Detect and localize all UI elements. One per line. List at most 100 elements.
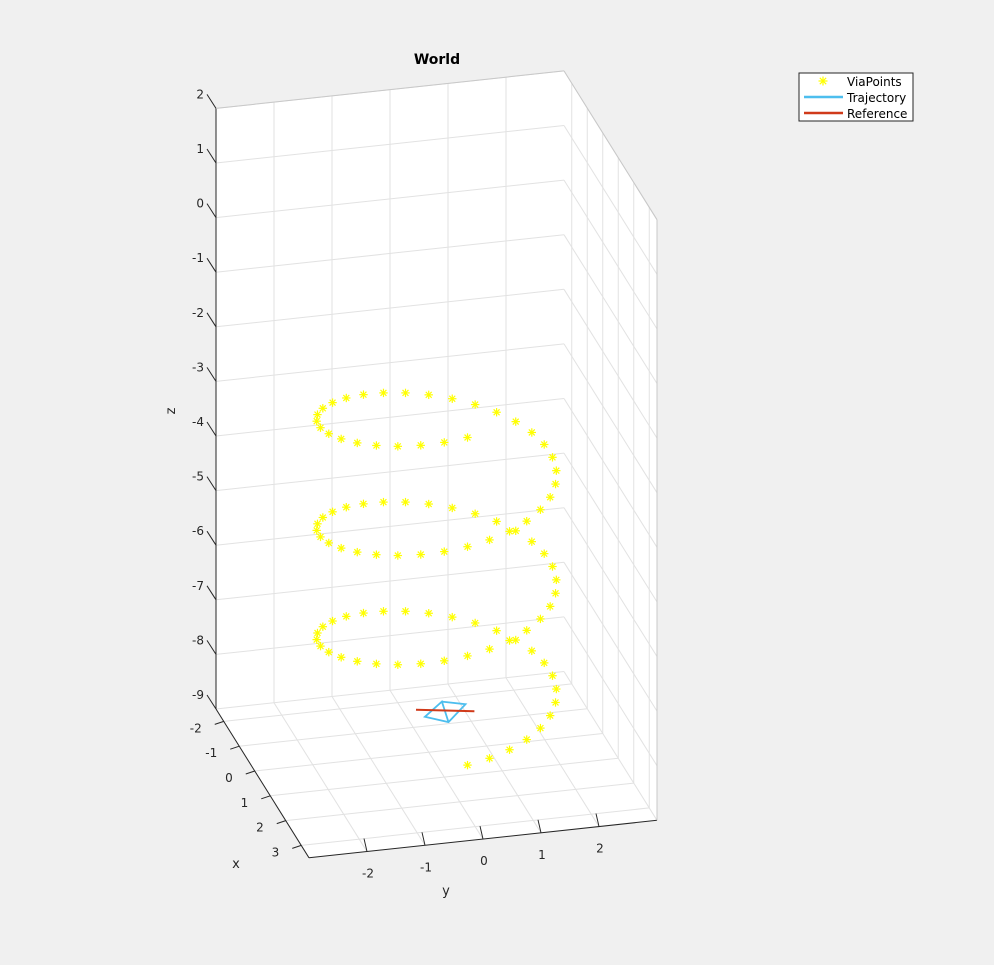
grid-line bbox=[563, 398, 658, 548]
grid-line bbox=[215, 452, 565, 492]
viapoint-marker bbox=[359, 608, 368, 618]
legend-item-viapoints[interactable]: ViaPoints bbox=[818, 75, 902, 89]
z-tick bbox=[206, 94, 217, 109]
x-tick-label: 0 bbox=[225, 771, 233, 785]
grid-lines bbox=[215, 70, 658, 852]
viapoint-marker bbox=[505, 745, 514, 754]
grid-line bbox=[563, 289, 658, 439]
z-tick bbox=[206, 530, 217, 546]
grid-line bbox=[563, 125, 658, 275]
viapoint-marker bbox=[353, 438, 362, 448]
viapoint-marker bbox=[548, 671, 557, 680]
viapoint-marker bbox=[324, 538, 333, 548]
grid-line bbox=[215, 343, 565, 382]
grid-line bbox=[215, 179, 565, 219]
viapoint-marker bbox=[522, 735, 531, 744]
viapoint-marker bbox=[401, 388, 410, 398]
chart-title: World bbox=[414, 52, 460, 68]
viapoint-marker bbox=[470, 400, 480, 409]
grid-line bbox=[389, 689, 484, 840]
viapoint-marker bbox=[463, 433, 472, 442]
x-tick-label: 2 bbox=[256, 821, 264, 835]
viapoint-marker bbox=[318, 404, 328, 413]
viapoint-marker bbox=[342, 393, 351, 403]
viapoint-marker bbox=[536, 723, 545, 733]
viapoint-marker bbox=[416, 659, 425, 668]
axes-face bbox=[216, 70, 657, 858]
z-tick-label: -8 bbox=[192, 633, 204, 647]
viapoint-marker bbox=[470, 618, 480, 628]
y-tick bbox=[479, 825, 484, 840]
legend-item-trajectory[interactable]: Trajectory bbox=[804, 91, 906, 105]
viapoint-marker bbox=[511, 417, 520, 426]
x-axis-line bbox=[215, 708, 310, 859]
x-tick-label: 1 bbox=[241, 796, 249, 810]
viapoint-marker bbox=[551, 698, 560, 707]
viapoint-marker bbox=[424, 499, 433, 509]
reference-line bbox=[415, 708, 475, 713]
box-edge bbox=[215, 70, 565, 109]
viapoint-marker bbox=[313, 628, 322, 638]
viapoint-marker bbox=[359, 390, 368, 399]
viapoint-marker bbox=[551, 479, 560, 489]
legend-marker-viapoints bbox=[818, 76, 828, 86]
z-tick-label: -3 bbox=[192, 360, 204, 374]
viapoint-marker bbox=[328, 398, 337, 407]
plot-area[interactable] bbox=[312, 388, 561, 770]
viapoint-marker bbox=[551, 589, 560, 598]
viapoint-marker bbox=[353, 657, 362, 666]
trajectory-line bbox=[422, 700, 468, 724]
grid-line bbox=[563, 234, 658, 384]
viapoint-marker bbox=[416, 550, 425, 559]
viapoint-marker bbox=[342, 502, 351, 512]
viapoint-marker bbox=[424, 609, 433, 618]
y-tick-label: -2 bbox=[362, 867, 374, 881]
viapoint-marker bbox=[540, 549, 549, 558]
grid-line bbox=[215, 234, 565, 273]
viapoint-marker bbox=[448, 394, 457, 403]
x-axis-label: x bbox=[232, 857, 240, 872]
viapoint-marker bbox=[313, 410, 322, 419]
grid-line bbox=[331, 696, 426, 846]
viapoint-marker bbox=[328, 616, 337, 626]
viapoint-marker bbox=[463, 651, 472, 661]
viapoint-marker bbox=[540, 440, 549, 449]
viapoint-marker bbox=[336, 653, 346, 662]
viapoint-marker bbox=[448, 503, 457, 513]
grid-line bbox=[273, 702, 368, 852]
z-tick-label: -1 bbox=[192, 251, 204, 265]
viapoint-marker bbox=[336, 543, 346, 553]
viapoint-marker bbox=[316, 423, 325, 432]
viapoint-marker bbox=[552, 684, 561, 694]
viapoint-marker bbox=[359, 499, 368, 509]
y-tick-label: -1 bbox=[420, 860, 432, 874]
viapoint-marker bbox=[316, 641, 325, 651]
z-tick-label: 0 bbox=[196, 197, 204, 211]
grid-line bbox=[563, 616, 658, 766]
viapoint-marker bbox=[324, 429, 333, 438]
viapoint-marker bbox=[527, 646, 537, 656]
legend-item-reference[interactable]: Reference bbox=[804, 107, 907, 121]
x-tick bbox=[245, 770, 255, 775]
legend[interactable]: ViaPoints Trajectory Reference bbox=[798, 72, 914, 122]
x-tick bbox=[230, 745, 240, 750]
legend-label-trajectory: Trajectory bbox=[846, 91, 906, 105]
y-axis-label: y bbox=[442, 884, 450, 899]
viapoint-marker bbox=[312, 417, 321, 426]
x-tick bbox=[292, 844, 302, 849]
z-tick-label: 2 bbox=[196, 87, 204, 101]
viapoint-marker bbox=[416, 441, 425, 450]
x-tick bbox=[214, 720, 224, 725]
z-tick bbox=[206, 476, 217, 491]
viapoint-marker bbox=[463, 760, 472, 770]
viapoint-marker bbox=[401, 497, 410, 507]
viapoint-marker bbox=[336, 434, 346, 444]
viapoint-marker bbox=[552, 466, 561, 475]
z-tick-label: -6 bbox=[192, 524, 204, 538]
viapoint-marker bbox=[511, 526, 520, 536]
viapoint-marker bbox=[353, 547, 362, 557]
viapoint-marker bbox=[313, 519, 322, 529]
viapoint-marker bbox=[485, 754, 494, 763]
z-tick-label: 1 bbox=[196, 142, 204, 156]
viapoint-marker bbox=[312, 526, 321, 535]
